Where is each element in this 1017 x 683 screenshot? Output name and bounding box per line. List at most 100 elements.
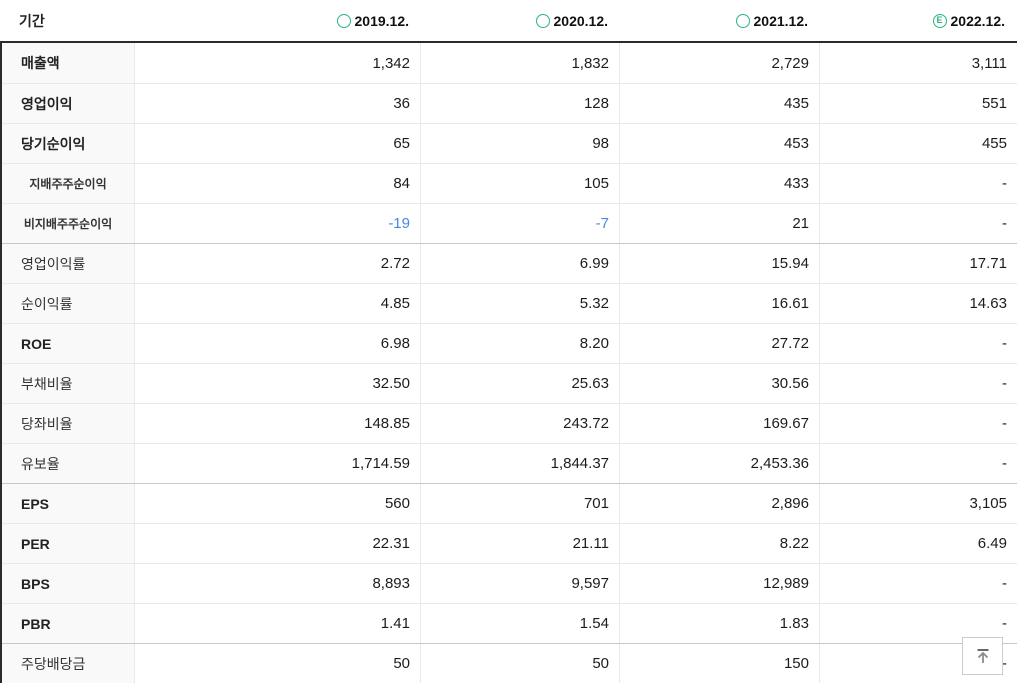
value-cell: 8.20 [421,324,620,363]
value-cell: 1,844.37 [421,444,620,483]
estimate-badge-icon [735,13,750,28]
table-row: 당좌비율 148.85 243.72 169.67 - [2,403,1017,443]
table-row: ROE 6.98 8.20 27.72 - [2,323,1017,363]
value-cell: - [1002,415,1007,432]
estimate-badge-icon: E [932,13,947,28]
table-row: EPS 560 701 2,896 3,105 [2,483,1017,523]
row-label: 순이익률 [2,284,135,323]
row-label: 유보율 [2,444,135,483]
row-label: ROE [2,324,135,363]
year-header-cell: E 2022.12. [818,0,1015,41]
value-cell: 36 [135,84,421,123]
value-cell: 1,342 [135,43,421,83]
value-cell: 150 [620,644,820,683]
row-label: PER [2,524,135,563]
table-row: 부채비율 32.50 25.63 30.56 - [2,363,1017,403]
table-row: 유보율 1,714.59 1,844.37 2,453.36 - [2,443,1017,483]
value-cell: 433 [620,164,820,203]
value-cell: 12,989 [620,564,820,603]
row-label: PBR [2,604,135,643]
row-label: 비지배주주순이익 [2,204,135,243]
year-header-cell: 2020.12. [419,0,618,41]
table-row: 영업이익률 2.72 6.99 15.94 17.71 [2,243,1017,283]
value-cell: - [1002,375,1007,392]
value-cell: 2,729 [620,43,820,83]
value-cell: 15.94 [620,244,820,283]
year-label: 2022.12. [950,12,1006,29]
value-cell: 14.63 [969,295,1007,312]
row-label: EPS [2,484,135,523]
year-label: 2019.12. [354,12,410,29]
year-label: 2020.12. [553,12,609,29]
value-cell: - [1002,215,1007,232]
row-label: 당기순이익 [2,124,135,163]
value-cell: 25.63 [421,364,620,403]
value-cell: 6.49 [977,535,1007,552]
value-cell: 22.31 [135,524,421,563]
row-label: 지배주주순이익 [2,164,135,203]
period-header-label: 기간 [0,0,133,41]
value-cell: 169.67 [620,404,820,443]
value-cell: 243.72 [421,404,620,443]
row-label: 당좌비율 [2,404,135,443]
row-label: 주당배당금 [2,644,135,683]
value-cell: 5.32 [421,284,620,323]
value-cell: 128 [421,84,620,123]
value-cell: 21.11 [421,524,620,563]
scroll-top-icon [974,647,992,665]
year-header-cell: 2021.12. [618,0,818,41]
value-cell: 3,105 [969,495,1007,512]
value-cell: - [1002,455,1007,472]
row-label: 영업이익률 [2,244,135,283]
value-cell: 105 [421,164,620,203]
value-cell: 1.41 [135,604,421,643]
value-cell: 701 [421,484,620,523]
table-row: 순이익률 4.85 5.32 16.61 14.63 [2,283,1017,323]
value-cell: 8.22 [620,524,820,563]
value-cell: 6.98 [135,324,421,363]
scroll-top-button[interactable] [962,637,1003,675]
table-row: 당기순이익 65 98 453 455 [2,123,1017,163]
estimate-badge-icon [336,13,351,28]
value-cell: 16.61 [620,284,820,323]
table-row: BPS 8,893 9,597 12,989 - [2,563,1017,603]
value-cell: 1.54 [421,604,620,643]
row-label: 영업이익 [2,84,135,123]
table-row: 비지배주주순이익 -19 -7 21 - [2,203,1017,243]
value-cell: 551 [981,95,1007,112]
table-row: PER 22.31 21.11 8.22 6.49 [2,523,1017,563]
value-cell: 2.72 [135,244,421,283]
year-label: 2021.12. [753,12,809,29]
row-label: 부채비율 [2,364,135,403]
value-cell: 2,896 [620,484,820,523]
year-header-cell: 2019.12. [133,0,419,41]
value-cell: 1.83 [620,604,820,643]
value-cell: 98 [421,124,620,163]
value-cell: 1,714.59 [135,444,421,483]
value-cell: 9,597 [421,564,620,603]
value-cell: 30.56 [620,364,820,403]
table-body: 매출액 1,342 1,832 2,729 3,111 영업이익 36 128 … [0,43,1017,683]
value-cell: -19 [135,204,421,243]
value-cell: - [1002,575,1007,592]
value-cell: - [1002,335,1007,352]
table-row: 주당배당금 50 50 150 - [2,643,1017,683]
table-row: 매출액 1,342 1,832 2,729 3,111 [2,43,1017,83]
value-cell: -7 [421,204,620,243]
table-header-row: 기간 2019.12. 2020.12. 2021.12. E 2022.12. [0,0,1017,43]
value-cell: 453 [620,124,820,163]
row-label: BPS [2,564,135,603]
estimate-badge-icon [535,13,550,28]
value-cell: 21 [620,204,820,243]
value-cell: 65 [135,124,421,163]
value-cell: 84 [135,164,421,203]
value-cell: - [1002,175,1007,192]
value-cell: 560 [135,484,421,523]
value-cell: - [1002,615,1007,632]
value-cell: 6.99 [421,244,620,283]
table-row: 지배주주순이익 84 105 433 - [2,163,1017,203]
value-cell: 8,893 [135,564,421,603]
value-cell: 435 [620,84,820,123]
value-cell: 50 [421,644,620,683]
